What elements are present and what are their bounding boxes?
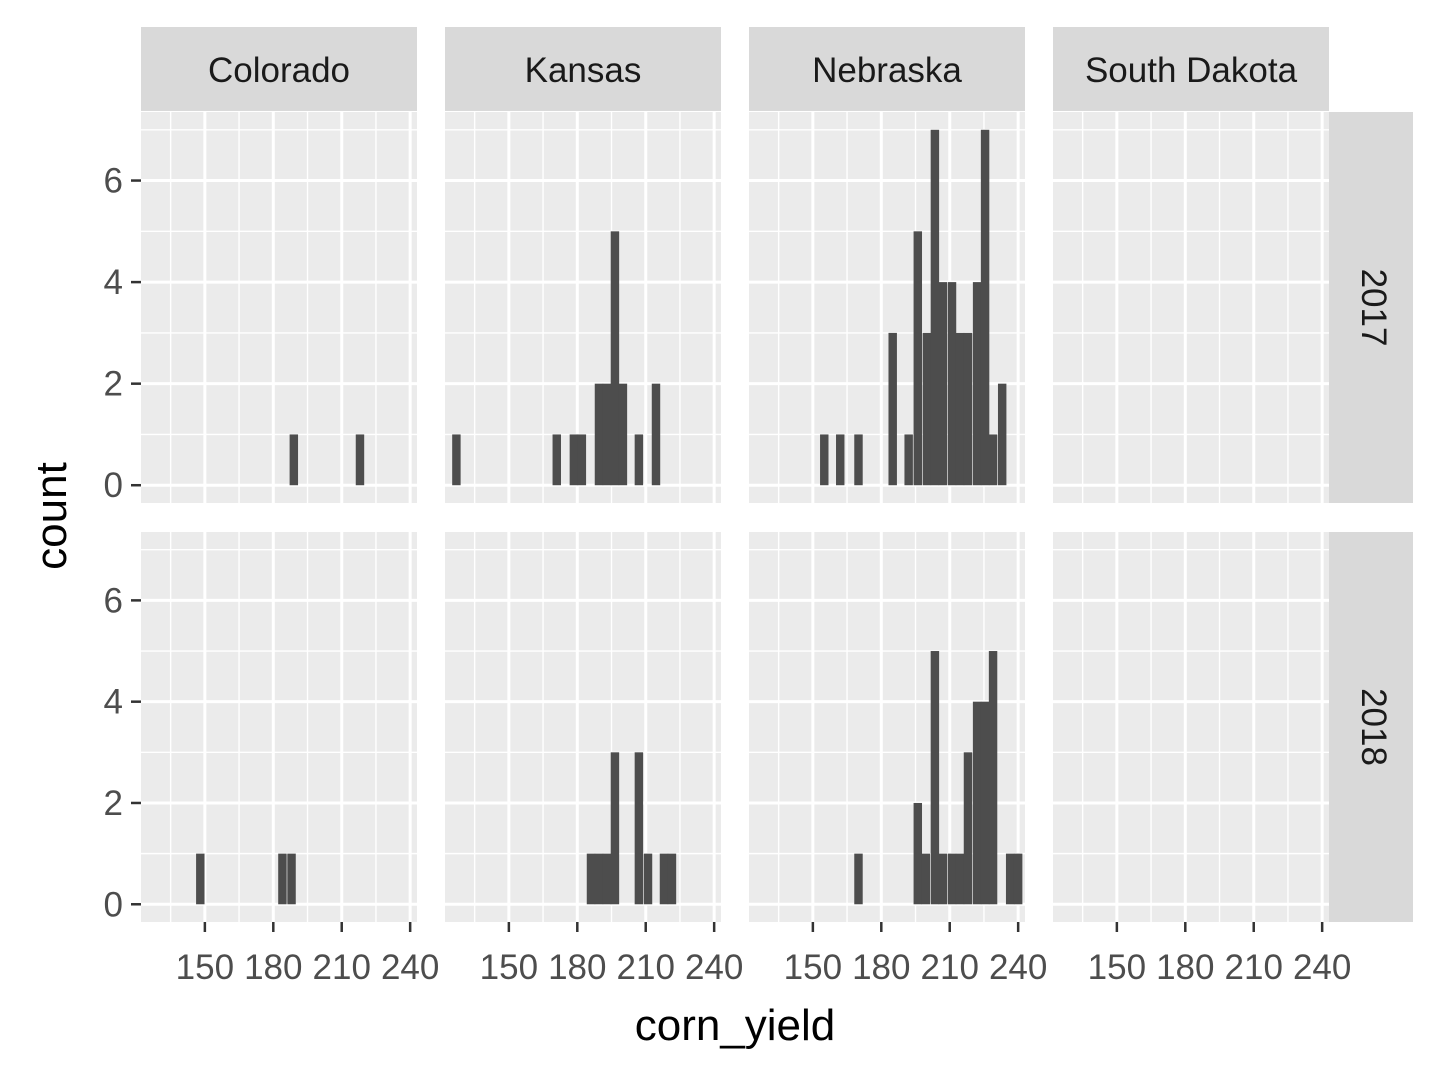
facet-strip [1329,112,1413,503]
histogram-bar [659,853,669,905]
x-axis-title: corn_yield [635,1001,836,1050]
histogram-bar [963,752,973,905]
facet-strip [141,27,417,111]
histogram-bar [947,853,957,905]
histogram-bar [988,434,998,486]
histogram-bar [569,434,579,486]
histogram-bar [289,434,299,486]
histogram-bar [938,853,948,905]
facet-panel [445,112,721,503]
histogram-bar [610,231,620,486]
y-tick-label: 6 [104,581,123,620]
histogram-bar [610,752,620,905]
facet-strip [749,27,1025,111]
histogram-bar [643,853,653,905]
x-tick-label: 150 [1088,948,1146,987]
histogram-bar [667,853,677,905]
x-tick-label: 150 [480,948,538,987]
histogram-bar [997,383,1007,486]
histogram-bar [196,853,205,905]
histogram-bar [913,802,923,905]
histogram-bar [947,282,957,486]
histogram-bar [963,332,973,486]
histogram-bar [930,129,940,486]
histogram-bar [594,853,604,905]
histogram-bar [922,332,932,486]
histogram-bar [972,701,982,905]
x-tick-label: 150 [784,948,842,987]
facet-strip [445,27,721,111]
y-tick-label: 4 [104,683,123,722]
y-tick-label: 0 [104,466,123,505]
y-tick-label: 2 [104,784,123,823]
histogram-bar [836,434,845,486]
facet-column-label: South Dakota [1085,51,1298,90]
histogram-bar [988,651,998,905]
facet-row-label: 2018 [1354,688,1393,766]
facet-strip [1329,532,1413,922]
histogram-bar [577,434,587,486]
x-tick-label: 210 [313,948,371,987]
facet-column-label: Nebraska [812,51,962,90]
y-tick-label: 2 [104,365,123,404]
histogram-bar [980,701,990,905]
panel-background [1053,112,1329,503]
y-tick-label: 6 [104,162,123,201]
facet-strip [1053,27,1329,111]
facet-panel [141,112,417,503]
histogram-bar [452,434,461,486]
histogram-bar [1005,853,1015,905]
y-tick-label: 4 [104,263,123,302]
x-tick-label: 180 [852,948,910,987]
facet-panel [1053,532,1329,922]
x-tick-label: 210 [1225,948,1283,987]
histogram-bar [930,651,940,905]
histogram-bar [634,434,644,486]
histogram-bar [904,434,913,486]
y-axis-title: count [27,462,76,570]
x-tick-label: 210 [617,948,675,987]
facet-panel [445,532,721,922]
histogram-bar [972,282,982,486]
x-tick-label: 240 [989,948,1047,987]
histogram-bar [938,282,948,486]
histogram-bar [980,129,990,486]
x-tick-label: 150 [176,948,234,987]
histogram-bar [602,853,612,905]
x-tick-label: 180 [1156,948,1214,987]
histogram-bar [955,332,965,486]
histogram-bar [552,434,561,486]
histogram-bar [618,383,628,486]
histogram-bar [854,853,863,905]
histogram-bar [921,853,930,905]
y-tick-label: 0 [104,885,123,924]
facet-row-label: 2017 [1354,269,1393,347]
x-tick-label: 240 [685,948,743,987]
histogram-bar [602,383,612,486]
histogram-bar [955,853,965,905]
histogram-bar [1013,853,1023,905]
histogram-bar [594,383,604,486]
histogram-bar [287,853,296,905]
histogram-bar [278,853,287,905]
panel-background [1053,532,1329,922]
x-tick-label: 210 [921,948,979,987]
histogram-bar [355,434,365,486]
x-tick-label: 240 [381,948,439,987]
panel-background [141,112,417,503]
x-tick-label: 180 [244,948,302,987]
histogram-bar [586,853,596,905]
histogram-bar [651,383,661,486]
facet-column-label: Kansas [525,51,642,90]
histogram-bar [820,434,829,486]
histogram-bar [634,752,644,905]
x-tick-label: 180 [548,948,606,987]
facet-panel [1053,112,1329,503]
histogram-bar [854,434,863,486]
facet-column-label: Colorado [208,51,350,90]
histogram-bar [888,332,897,486]
x-tick-label: 240 [1293,948,1351,987]
histogram-bar [913,231,923,486]
